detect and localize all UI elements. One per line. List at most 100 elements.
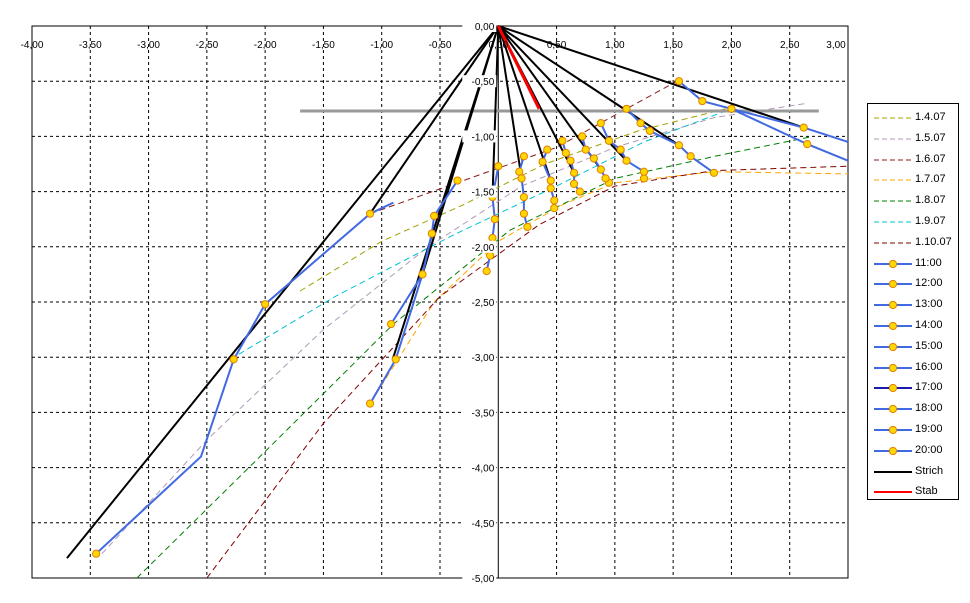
- data-marker: [386, 319, 396, 329]
- y-tick-label: -5,00: [471, 574, 494, 585]
- data-marker: [566, 156, 575, 165]
- date-curve: [101, 102, 808, 555]
- date-curve: [369, 79, 680, 215]
- legend-swatch: [874, 321, 912, 331]
- stab: [496, 25, 541, 110]
- x-tick-label: 1,00: [605, 40, 625, 51]
- legend-swatch-marker: [888, 446, 898, 455]
- legend-entry: 20:00: [868, 441, 960, 462]
- data-marker: [430, 211, 439, 220]
- legend-entry: 11:00: [868, 254, 960, 275]
- legend-entry: 1.8.07: [868, 191, 960, 212]
- data-marker: [645, 126, 654, 135]
- x-tick-label: 2,00: [722, 40, 742, 51]
- legend-label: 1.5.07: [915, 131, 946, 144]
- legend-label: 1.10.07: [915, 235, 952, 248]
- legend-swatch-marker: [888, 259, 898, 268]
- legend-swatch-marker: [888, 301, 898, 310]
- data-marker: [803, 140, 812, 149]
- data-marker: [581, 145, 590, 154]
- stab-line: [496, 25, 541, 110]
- x-tick-label: -1,50: [312, 40, 335, 51]
- legend-label: 15:00: [915, 339, 943, 352]
- legend-label: 12:00: [915, 277, 943, 290]
- data-marker: [519, 193, 529, 202]
- x-tick-label: -1,00: [370, 40, 393, 51]
- data-marker: [589, 154, 598, 163]
- data-marker: [561, 148, 570, 158]
- legend-entry: 14:00: [868, 316, 960, 337]
- data-marker: [229, 355, 238, 364]
- date-curve: [136, 135, 814, 579]
- x-tick-label: -3,00: [137, 40, 160, 51]
- data-marker: [622, 156, 631, 165]
- legend-entry: 18:00: [868, 399, 960, 420]
- legend-swatch: [874, 342, 912, 351]
- data-marker: [636, 119, 645, 128]
- data-marker: [418, 270, 427, 279]
- y-tick-label: -3,00: [471, 353, 494, 364]
- data-marker: [604, 136, 614, 145]
- legend-label: 1.9.07: [915, 215, 946, 227]
- data-marker: [569, 179, 579, 188]
- legend-swatch-marker: [888, 405, 898, 414]
- hour-curve: [95, 201, 394, 555]
- data-marker: [558, 136, 567, 145]
- data-marker: [639, 167, 649, 176]
- legend-label: 1.4.07: [915, 111, 946, 123]
- data-marker: [799, 123, 808, 132]
- x-tick-label: 2,50: [780, 40, 800, 51]
- x-tick-label: -3,50: [79, 40, 102, 51]
- legend-entry: 19:00: [868, 420, 960, 441]
- data-marker: [488, 233, 497, 243]
- data-marker: [427, 229, 436, 238]
- data-marker: [674, 141, 684, 150]
- markers: [92, 77, 812, 558]
- axes: [32, 25, 848, 578]
- legend: 1.4.07 1.5.07 1.6.07 1.7.07 1.8.07 1.9.07 1.10…: [867, 103, 959, 500]
- legend-swatch: [874, 221, 912, 223]
- legend-entry: 1.7.07: [868, 170, 960, 191]
- legend-label: 11:00: [915, 256, 942, 269]
- legend-swatch-marker: [888, 384, 898, 393]
- x-tick-label: -4,00: [21, 40, 44, 51]
- legend-swatch: [874, 242, 912, 244]
- data-marker: [550, 204, 559, 213]
- data-marker: [686, 152, 695, 161]
- legend-entry: 1.4.07: [868, 108, 960, 129]
- legend-entry: Stab: [868, 482, 960, 503]
- legend-label: 16:00: [915, 360, 943, 373]
- legend-swatch: [874, 446, 912, 455]
- data-marker: [515, 167, 524, 176]
- x-tick-label: -2,00: [254, 40, 277, 51]
- data-marker: [517, 174, 526, 183]
- legend-swatch-marker: [888, 363, 898, 372]
- legend-label: 17:00: [915, 381, 943, 394]
- data-marker: [596, 119, 605, 128]
- legend-swatch-marker: [888, 425, 898, 435]
- legend-label: 13:00: [915, 298, 943, 311]
- y-tick-label-bg: [462, 240, 497, 253]
- x-tick-label: 3,00: [826, 40, 846, 51]
- data-marker: [601, 174, 610, 183]
- legend-label: 1.8.07: [915, 194, 946, 207]
- strich-line: [497, 25, 805, 129]
- y-tick-label: -4,50: [471, 519, 494, 530]
- data-marker: [92, 549, 101, 558]
- y-tick-label-bg: [462, 296, 497, 308]
- data-marker: [550, 196, 559, 205]
- y-tick-label: -2,00: [471, 243, 494, 254]
- legend-entry: 1.10.07: [868, 233, 960, 254]
- data-marker: [365, 399, 375, 408]
- legend-swatch: [874, 363, 912, 372]
- strich-line: [497, 25, 628, 162]
- legend-label: Stab: [915, 485, 938, 498]
- legend-label: 20:00: [915, 443, 943, 456]
- y-tick-label: -3,50: [471, 408, 494, 419]
- data-marker: [569, 168, 579, 177]
- data-marker: [546, 176, 555, 185]
- y-tick-label: -1,00: [471, 132, 494, 143]
- strich-line: [369, 25, 500, 215]
- x-tick-label: -0,50: [429, 40, 452, 51]
- legend-entry: 1.9.07: [868, 212, 960, 233]
